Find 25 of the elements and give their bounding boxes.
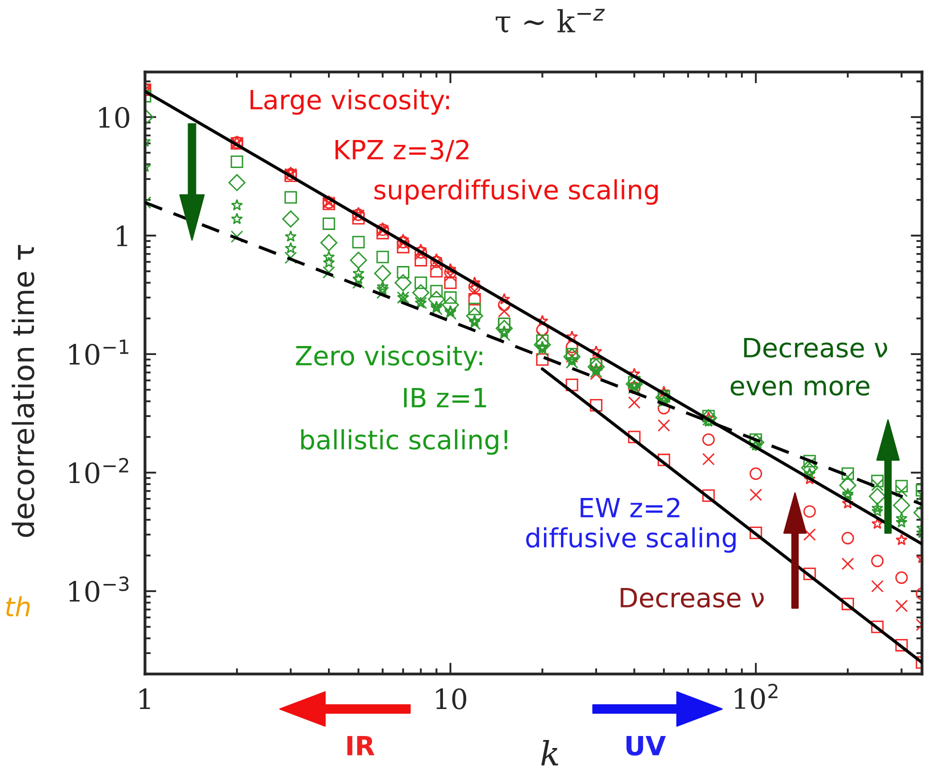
annotation: ballistic scaling! [301,429,508,455]
annotation: diffusive scaling [526,527,736,553]
annotation: Decrease ν [620,588,764,608]
y-tick-label: 10$^{−1}$ [69,340,128,365]
annotation: Decrease ν [744,338,888,358]
y-tick-label: 10 [99,107,130,128]
text: UV [626,736,666,756]
annotation: even more [730,380,870,396]
y-tick-label: 10$^{−2}$ [69,458,128,484]
annotation: Zero viscosity: [296,345,482,371]
annotation: IB z=1 [404,388,486,408]
x-tick-label: 10$^{2}$ [734,684,778,710]
y-tick-label: 10$^{−3}$ [69,576,129,602]
annotation: Large viscosity: [250,89,449,115]
chart-title: τ ∼ k$^{−z}$ [496,8,605,32]
text: th [6,596,30,616]
text: IR [347,736,375,756]
annotation: superdiffusive scaling [374,179,658,205]
x-tick-label: 1 [140,688,150,709]
annotation: EW z=2 [580,498,680,518]
y-tick-label: 1 [116,226,128,246]
x-axis-title: k [541,740,558,766]
annotation: KPZ z=3/2 [336,140,468,162]
y-axis-title: decorrelation time τ [12,245,34,537]
x-tick-label: 10 [436,688,466,710]
